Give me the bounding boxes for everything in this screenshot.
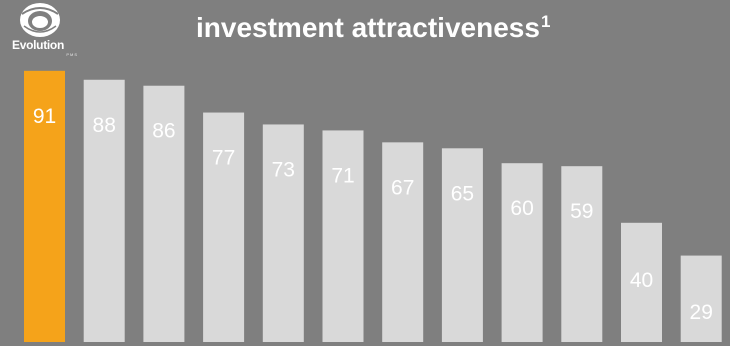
bar-label-8: 65	[451, 182, 474, 205]
bar-5	[262, 124, 304, 343]
bar-10	[561, 166, 603, 342]
bar-label-2: 88	[93, 114, 116, 137]
logo-text: Evolution	[12, 38, 64, 52]
bar-9	[501, 163, 543, 342]
bar-label-10: 59	[570, 200, 593, 223]
bar-2	[83, 79, 125, 342]
bar-label-1: 91	[33, 105, 56, 128]
chart-title: investment attractiveness1	[196, 2, 550, 48]
bar-12	[680, 255, 722, 342]
bar-label-6: 71	[331, 164, 354, 187]
bar-label-7: 67	[391, 176, 414, 199]
chart-title-footnote: 1	[540, 12, 551, 31]
logo: Evolution PMS	[2, 0, 82, 66]
bar-label-12: 29	[690, 301, 713, 324]
bar-6	[322, 130, 364, 342]
stadium-logo-icon	[20, 3, 60, 37]
bar-label-11: 40	[630, 269, 653, 292]
logo-subtext: PMS	[66, 52, 78, 57]
chart-title-text: investment attractiveness	[196, 12, 540, 43]
bar-label-4: 77	[212, 147, 235, 170]
bar-label-9: 60	[510, 197, 533, 220]
bar-4	[203, 112, 245, 342]
bar-3	[143, 85, 185, 342]
bar-1	[24, 70, 65, 342]
bar-label-3: 86	[152, 120, 175, 143]
bar-label-5: 73	[272, 158, 295, 181]
bar-11	[621, 222, 662, 342]
bar-7	[382, 142, 424, 342]
bar-8	[441, 148, 483, 342]
